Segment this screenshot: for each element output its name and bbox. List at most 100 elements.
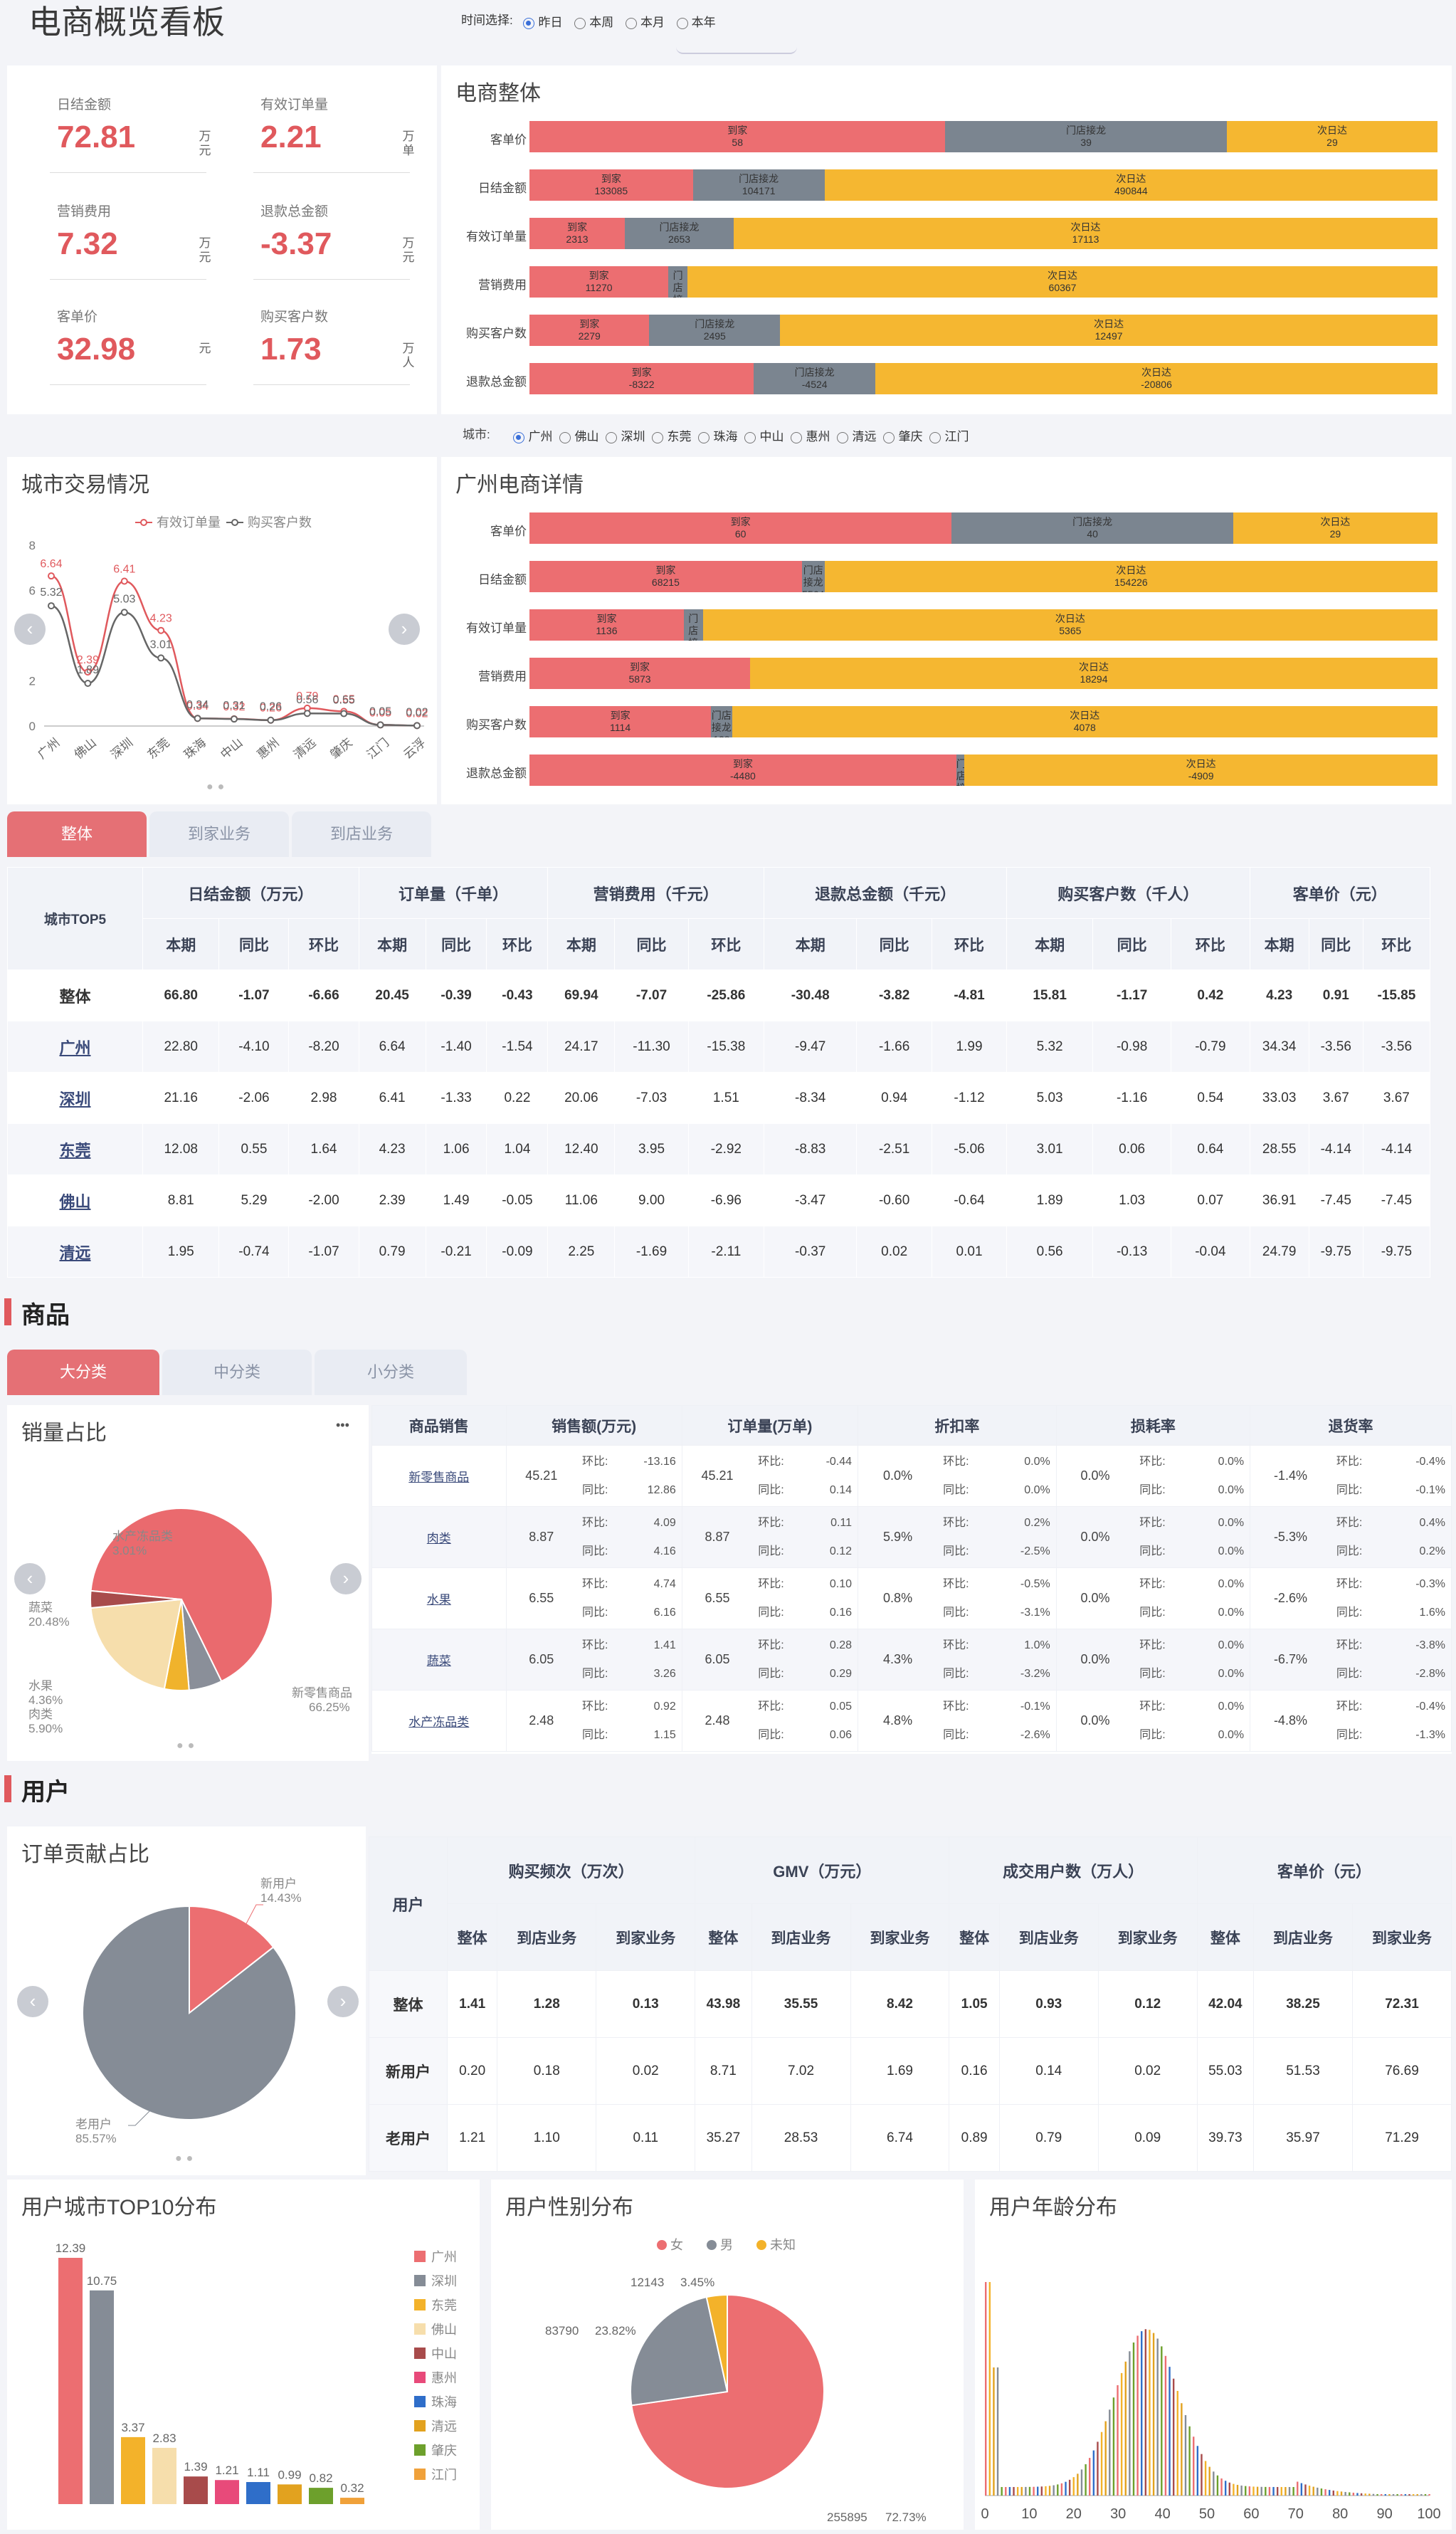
next-arrow-icon[interactable]: › [330, 1563, 362, 1594]
bar-segment[interactable]: 次日达 29 [1233, 512, 1437, 544]
city-name[interactable]: 深圳 [7, 1072, 143, 1124]
city-option[interactable]: 江门 [929, 426, 969, 444]
time-option-year[interactable]: 本年 [676, 12, 716, 30]
bar-segment[interactable]: 到家 60 [529, 512, 952, 544]
tab-mid-category[interactable]: 中分类 [162, 1350, 312, 1395]
category-name[interactable]: 新零售商品 [371, 1445, 507, 1507]
segment-name: 次日达 [1116, 173, 1146, 184]
table-cell: 28.55 [1249, 1123, 1309, 1175]
table-row: 清远 1.95 -0.74 -1.07 0.79 -0.21 -0.09 2.25 -1.69-… [7, 1226, 1431, 1278]
bar-segment[interactable]: 到家 2279 [529, 315, 650, 346]
bar-segment[interactable]: 门店接龙 40 [951, 512, 1233, 544]
bar-segment[interactable]: 次日达 18294 [750, 658, 1437, 689]
bar-segment[interactable]: 到家 1136 [529, 609, 684, 641]
bar-segment[interactable]: 到家 -8322 [529, 363, 754, 394]
tab-home-business[interactable]: 到家业务 [149, 811, 289, 857]
bar-segment[interactable]: 门店接龙 2495 [649, 315, 781, 346]
bar-segment[interactable]: 到家 11270 [529, 266, 669, 298]
metric-value: 0.0% [1080, 1713, 1110, 1728]
kpi-value: 7.32 [57, 226, 118, 261]
bar-segment[interactable]: 到家 5873 [529, 658, 751, 689]
next-arrow-icon[interactable]: › [327, 1986, 359, 2017]
city-name[interactable]: 广州 [7, 1021, 143, 1073]
category-name[interactable]: 水果 [371, 1567, 507, 1629]
bar-segment[interactable]: 门店接龙 39 [945, 121, 1227, 152]
hb-label: 环比: [758, 1577, 784, 1590]
city-option[interactable]: 珠海 [698, 426, 737, 444]
hb-value: -0.1% [1020, 1700, 1050, 1713]
bar-segment[interactable]: 次日达 -4909 [964, 755, 1437, 786]
pager-dots[interactable]: ●● [176, 1740, 199, 1752]
next-arrow-icon[interactable]: › [389, 614, 420, 645]
bar-segment[interactable]: 次日达 29 [1226, 121, 1437, 152]
bar-segment[interactable]: 次日达 17113 [734, 218, 1437, 249]
bar-segment[interactable]: 次日达 5365 [702, 609, 1437, 641]
bar-segment[interactable]: 次日达 4078 [732, 706, 1437, 737]
slice-pct: 23.82% [595, 2324, 636, 2338]
bar-segment[interactable]: 次日达 154226 [824, 561, 1437, 592]
bar-segment[interactable]: 到家 2313 [529, 218, 625, 249]
data-label: 0.34 [186, 699, 209, 711]
bar-segment[interactable]: 次日达 490844 [824, 169, 1437, 201]
bar-segment[interactable]: 次日达 12497 [780, 315, 1437, 346]
pager-dots[interactable]: ●● [206, 781, 229, 793]
pager-dots[interactable]: ●● [175, 2152, 198, 2165]
bar-segment[interactable]: 到家 58 [529, 121, 946, 152]
bar-segment[interactable]: 到家 133085 [529, 169, 693, 201]
bar-segment[interactable]: 门店接龙 104171 [692, 169, 825, 201]
city-option[interactable]: 佛山 [559, 426, 598, 444]
table-cell: -0.43 [486, 969, 549, 1021]
category-name[interactable]: 蔬菜 [371, 1629, 507, 1691]
city-option[interactable]: 深圳 [606, 426, 645, 444]
table-cell: 0.16 [949, 2037, 1000, 2105]
histogram-bar [1236, 2484, 1239, 2496]
bar-segment[interactable]: 门店接龙128 [711, 706, 732, 737]
category-name[interactable]: 肉类 [371, 1506, 507, 1568]
tab-big-category[interactable]: 大分类 [7, 1350, 159, 1395]
category-name[interactable]: 水产冻品类 [371, 1690, 507, 1752]
city-option[interactable]: 广州 [513, 426, 552, 444]
bar-segment[interactable]: 门店接龙1578 [668, 266, 687, 298]
bar-segment[interactable]: 到家 -4480 [529, 755, 956, 786]
city-name[interactable]: 清远 [7, 1226, 143, 1278]
histogram-bar [1172, 2378, 1175, 2496]
bar-segment[interactable]: 门店接龙139 [683, 609, 703, 641]
table-cell: 3.67 [1362, 1072, 1431, 1124]
collapse-handle[interactable] [676, 47, 797, 54]
time-option-week[interactable]: 本周 [574, 12, 613, 30]
prev-arrow-icon[interactable]: ‹ [17, 1986, 48, 2017]
city-option[interactable]: 肇庆 [883, 426, 922, 444]
bar-segment[interactable]: 门店接龙5564 [801, 561, 825, 592]
time-option-yesterday[interactable]: 昨日 [523, 12, 562, 30]
data-point [120, 609, 128, 616]
city-name[interactable]: 东莞 [7, 1123, 143, 1175]
bar-segment[interactable]: 门店接龙-82 [956, 755, 965, 786]
more-icon[interactable]: ••• [336, 1418, 349, 1432]
tab-small-category[interactable]: 小分类 [315, 1350, 467, 1395]
tab-store-business[interactable]: 到店业务 [292, 811, 431, 857]
city-option[interactable]: 中山 [744, 426, 784, 444]
bar-segment[interactable]: 到家 68215 [529, 561, 802, 592]
city-name[interactable]: 佛山 [7, 1174, 143, 1226]
histogram-bar [1380, 2494, 1383, 2496]
bar-segment[interactable]: 门店接龙 2653 [624, 218, 734, 249]
kpi-value: 1.73 [260, 332, 322, 367]
tab-overall[interactable]: 整体 [7, 811, 147, 857]
table-cell: -2.92 [687, 1123, 764, 1175]
bar-segment[interactable]: 次日达 60367 [687, 266, 1437, 298]
bar-segment[interactable]: 门店接龙 -4524 [754, 363, 876, 394]
time-option-month[interactable]: 本月 [625, 12, 665, 30]
city-option[interactable]: 清远 [837, 426, 876, 444]
bar-segment[interactable]: 次日达 -20806 [875, 363, 1437, 394]
prev-arrow-icon[interactable]: ‹ [14, 614, 46, 645]
column-header: 到家业务 [850, 1903, 950, 1971]
bar-segment[interactable]: 到家 1114 [529, 706, 712, 737]
city-option[interactable]: 东莞 [652, 426, 691, 444]
stacked-bar: 到家 2313 门店接龙 2653 次日达 17113 [529, 218, 1437, 249]
data-label: 6.64 [40, 558, 62, 570]
city-option[interactable]: 惠州 [791, 426, 830, 444]
prev-arrow-icon[interactable]: ‹ [14, 1563, 46, 1594]
legend-marker [231, 519, 238, 526]
legend-swatch [414, 2444, 426, 2456]
table-cell: -8.83 [763, 1123, 858, 1175]
